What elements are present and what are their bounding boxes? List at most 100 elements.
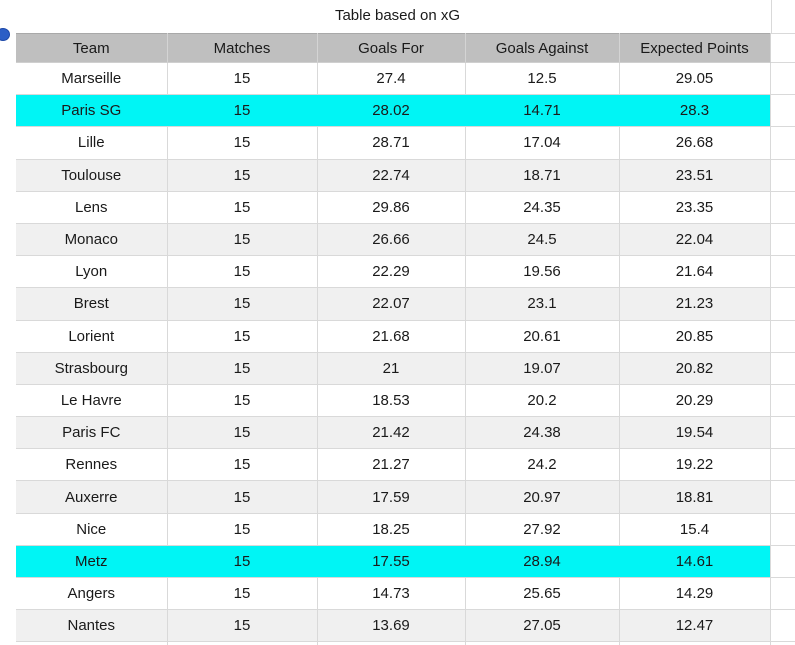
header-goals-against[interactable]: Goals Against bbox=[465, 33, 620, 63]
cell-matches[interactable]: 15 bbox=[167, 352, 318, 385]
cell-expected-points[interactable]: 22.04 bbox=[619, 223, 771, 257]
cell-team[interactable]: Monaco bbox=[16, 223, 168, 257]
cell-team[interactable]: Lorient bbox=[16, 320, 168, 353]
cell-goals-for[interactable]: 21.27 bbox=[317, 448, 466, 482]
cell-goals-for[interactable]: 14.73 bbox=[317, 577, 466, 611]
cell-matches[interactable]: 15 bbox=[167, 223, 318, 257]
cell-goals-against[interactable]: 19.56 bbox=[465, 255, 620, 289]
header-goals-for[interactable]: Goals For bbox=[317, 33, 466, 63]
cell-matches[interactable]: 15 bbox=[167, 191, 318, 224]
cell-goals-against[interactable]: 24.2 bbox=[465, 448, 620, 482]
cell-goals-for[interactable]: 13.69 bbox=[317, 609, 466, 643]
cell-matches[interactable]: 15 bbox=[167, 545, 318, 579]
cell-team[interactable]: Marseille bbox=[16, 62, 168, 96]
cell-goals-for[interactable]: 21 bbox=[317, 352, 466, 385]
cell-team[interactable]: Nice bbox=[16, 513, 168, 546]
cell-goals-for[interactable]: 18.25 bbox=[317, 513, 466, 546]
cell-goals-for[interactable]: 22.07 bbox=[317, 287, 466, 321]
cell-goals-for[interactable]: 21.68 bbox=[317, 320, 466, 353]
cell-team[interactable]: Lyon bbox=[16, 255, 168, 289]
cell-team[interactable]: Metz bbox=[16, 545, 168, 579]
cell-goals-against[interactable]: 24.35 bbox=[465, 191, 620, 224]
cell-expected-points[interactable]: 14.29 bbox=[619, 577, 771, 611]
cell-team[interactable]: Rennes bbox=[16, 448, 168, 482]
cell-goals-for[interactable]: 22.29 bbox=[317, 255, 466, 289]
cell-goals-against[interactable]: 28.94 bbox=[465, 545, 620, 579]
cell-expected-points[interactable]: 20.82 bbox=[619, 352, 771, 385]
cell-matches[interactable]: 15 bbox=[167, 513, 318, 546]
cell-matches[interactable]: 15 bbox=[167, 62, 318, 96]
cell-goals-against[interactable]: 19.07 bbox=[465, 352, 620, 385]
cell-team[interactable]: Angers bbox=[16, 577, 168, 611]
cell-goals-against[interactable]: 17.04 bbox=[465, 126, 620, 160]
cell-team[interactable]: Nantes bbox=[16, 609, 168, 643]
cell-team[interactable]: Lille bbox=[16, 126, 168, 160]
cell-matches[interactable]: 15 bbox=[167, 416, 318, 450]
header-team[interactable]: Team bbox=[16, 33, 168, 63]
cell-matches[interactable]: 15 bbox=[167, 94, 318, 128]
cell-team[interactable]: Auxerre bbox=[16, 480, 168, 514]
empty-gutter-cell bbox=[770, 384, 795, 418]
cell-expected-points[interactable]: 23.51 bbox=[619, 159, 771, 192]
cell-goals-for[interactable]: 28.02 bbox=[317, 94, 466, 128]
cell-goals-for[interactable]: 26.66 bbox=[317, 223, 466, 257]
cell-team[interactable]: Toulouse bbox=[16, 159, 168, 192]
cell-goals-for[interactable]: 17.55 bbox=[317, 545, 466, 579]
cell-expected-points[interactable]: 12.47 bbox=[619, 609, 771, 643]
cell-matches[interactable]: 15 bbox=[167, 255, 318, 289]
cell-team[interactable]: Strasbourg bbox=[16, 352, 168, 385]
cell-goals-against[interactable]: 25.65 bbox=[465, 577, 620, 611]
cell-goals-for[interactable]: 29.86 bbox=[317, 191, 466, 224]
cell-matches[interactable]: 15 bbox=[167, 287, 318, 321]
cell-matches[interactable]: 15 bbox=[167, 159, 318, 192]
cell-goals-for[interactable]: 28.71 bbox=[317, 126, 466, 160]
cell-expected-points[interactable]: 14.61 bbox=[619, 545, 771, 579]
cell-matches[interactable]: 15 bbox=[167, 320, 318, 353]
cell-goals-against[interactable]: 12.5 bbox=[465, 62, 620, 96]
cell-expected-points[interactable]: 20.29 bbox=[619, 384, 771, 418]
cell-goals-for[interactable]: 18.53 bbox=[317, 384, 466, 418]
cell-matches[interactable]: 15 bbox=[167, 448, 318, 482]
cell-expected-points[interactable]: 29.05 bbox=[619, 62, 771, 96]
empty-cell bbox=[465, 641, 620, 645]
empty-gutter-cell bbox=[770, 126, 795, 160]
cell-goals-against[interactable]: 27.05 bbox=[465, 609, 620, 643]
header-expected-points[interactable]: Expected Points bbox=[619, 33, 771, 63]
cell-matches[interactable]: 15 bbox=[167, 384, 318, 418]
cell-goals-for[interactable]: 17.59 bbox=[317, 480, 466, 514]
cell-goals-against[interactable]: 20.2 bbox=[465, 384, 620, 418]
cell-goals-against[interactable]: 18.71 bbox=[465, 159, 620, 192]
empty-gutter-cell bbox=[770, 94, 795, 128]
cell-expected-points[interactable]: 18.81 bbox=[619, 480, 771, 514]
cell-matches[interactable]: 15 bbox=[167, 480, 318, 514]
cell-team[interactable]: Paris SG bbox=[16, 94, 168, 128]
cell-goals-against[interactable]: 20.97 bbox=[465, 480, 620, 514]
cell-goals-for[interactable]: 22.74 bbox=[317, 159, 466, 192]
cell-goals-against[interactable]: 24.38 bbox=[465, 416, 620, 450]
cell-matches[interactable]: 15 bbox=[167, 609, 318, 643]
cell-expected-points[interactable]: 21.23 bbox=[619, 287, 771, 321]
empty-gutter-cell bbox=[770, 62, 795, 96]
header-matches[interactable]: Matches bbox=[167, 33, 318, 63]
cell-matches[interactable]: 15 bbox=[167, 126, 318, 160]
cell-goals-against[interactable]: 20.61 bbox=[465, 320, 620, 353]
cell-team[interactable]: Lens bbox=[16, 191, 168, 224]
cell-matches[interactable]: 15 bbox=[167, 577, 318, 611]
cell-goals-against[interactable]: 14.71 bbox=[465, 94, 620, 128]
cell-team[interactable]: Le Havre bbox=[16, 384, 168, 418]
cell-team[interactable]: Brest bbox=[16, 287, 168, 321]
cell-expected-points[interactable]: 21.64 bbox=[619, 255, 771, 289]
cell-expected-points[interactable]: 26.68 bbox=[619, 126, 771, 160]
cell-expected-points[interactable]: 19.22 bbox=[619, 448, 771, 482]
cell-goals-for[interactable]: 27.4 bbox=[317, 62, 466, 96]
cell-expected-points[interactable]: 20.85 bbox=[619, 320, 771, 353]
cell-expected-points[interactable]: 28.3 bbox=[619, 94, 771, 128]
cell-goals-against[interactable]: 23.1 bbox=[465, 287, 620, 321]
cell-goals-against[interactable]: 24.5 bbox=[465, 223, 620, 257]
cell-goals-against[interactable]: 27.92 bbox=[465, 513, 620, 546]
cell-team[interactable]: Paris FC bbox=[16, 416, 168, 450]
cell-expected-points[interactable]: 19.54 bbox=[619, 416, 771, 450]
cell-expected-points[interactable]: 15.4 bbox=[619, 513, 771, 546]
cell-expected-points[interactable]: 23.35 bbox=[619, 191, 771, 224]
cell-goals-for[interactable]: 21.42 bbox=[317, 416, 466, 450]
